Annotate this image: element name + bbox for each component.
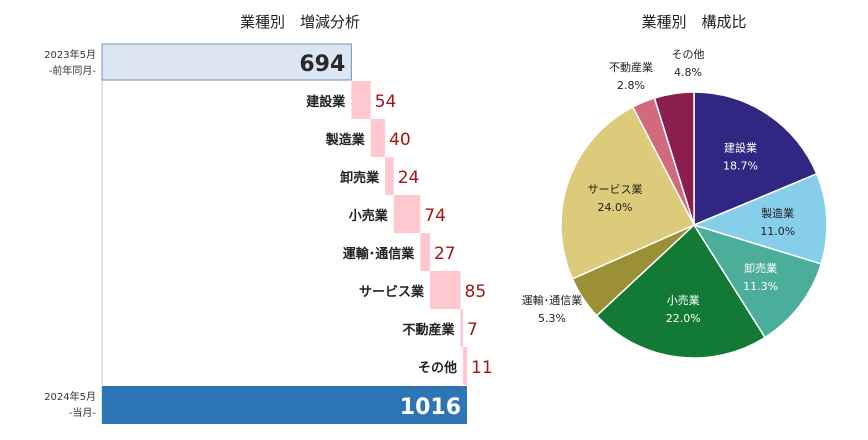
pie-slice-label: その他 (672, 48, 705, 61)
pie-slice-percent: 11.0% (760, 225, 795, 238)
pie-marks: 建設業 18.7% 製造業 11.0% 卸売業 11.3% 小売業 22.0% 運輸･通信業 5.… (522, 48, 828, 359)
step-value-label: 54 (375, 92, 397, 112)
pie-slice (693, 91, 818, 227)
step-category-label: 不動産業 (403, 322, 456, 338)
pie-slice (560, 105, 696, 280)
step-value-label: 74 (424, 206, 446, 226)
step-value-label: 85 (465, 282, 487, 302)
end-label: 2024年5月 (44, 390, 96, 403)
pie-slice-label: サービス業 (588, 183, 643, 196)
start-bar (101, 43, 352, 81)
step-category-label: サービス業 (359, 284, 425, 300)
pie-slice-percent: 11.3% (743, 280, 778, 293)
pie-slice-percent: 2.8% (617, 79, 645, 92)
waterfall-title: 業種別 増減分析 (240, 13, 360, 31)
step-category-label: 小売業 (349, 208, 389, 224)
pie-slice-percent: 22.0% (666, 312, 701, 325)
pie-slice-label: 建設業 (724, 140, 757, 154)
step-bar (460, 309, 464, 347)
pie-slice (595, 223, 767, 359)
end-bar (102, 386, 467, 424)
step-category-label: 製造業 (325, 132, 366, 148)
end-bar-value: 1016 (400, 395, 461, 420)
start-label: 2023年5月 (44, 48, 96, 61)
step-value-label: 7 (467, 320, 478, 340)
waterfall-marks: 694 2023年5月 -前年同月- 建設業 54 製造業 40 卸売業 24 小売業 74 運輸･通… (44, 43, 493, 424)
step-bar (385, 157, 394, 195)
pie-slice-label: 卸売業 (744, 261, 777, 275)
pie-slice-percent: 5.3% (538, 312, 566, 325)
step-category-label: その他 (418, 360, 457, 376)
pie-slice (692, 223, 823, 339)
pie-slice (691, 172, 828, 265)
start-bar-value: 694 (299, 52, 345, 77)
start-label-sub: -前年同月- (49, 64, 97, 77)
pie-slice-label: 運輸･通信業 (522, 293, 583, 307)
step-bar (370, 119, 386, 157)
pie-title: 業種別 構成比 (641, 13, 746, 31)
pie-slice-percent: 4.8% (674, 66, 702, 79)
pie-slice-label: 製造業 (761, 206, 794, 220)
step-value-label: 11 (471, 358, 493, 378)
step-bar (420, 233, 430, 271)
step-category-label: 卸売業 (340, 170, 380, 186)
step-bar (463, 347, 467, 385)
pie-slice-label: 不動産業 (609, 60, 653, 74)
step-category-label: 建設業 (306, 94, 346, 110)
step-value-label: 40 (389, 130, 411, 150)
end-label-sub: -当月- (69, 406, 97, 419)
pie-slice-percent: 24.0% (598, 201, 633, 214)
pie-slice-label: 小売業 (667, 294, 700, 307)
pie-slice (653, 91, 695, 226)
pie-slice-percent: 18.7% (723, 159, 758, 172)
step-bar (429, 271, 461, 309)
step-value-label: 24 (398, 168, 420, 188)
step-value-label: 27 (434, 244, 456, 264)
step-bar (393, 195, 421, 233)
step-bar (351, 81, 371, 119)
step-category-label: 運輸･通信業 (343, 246, 416, 262)
